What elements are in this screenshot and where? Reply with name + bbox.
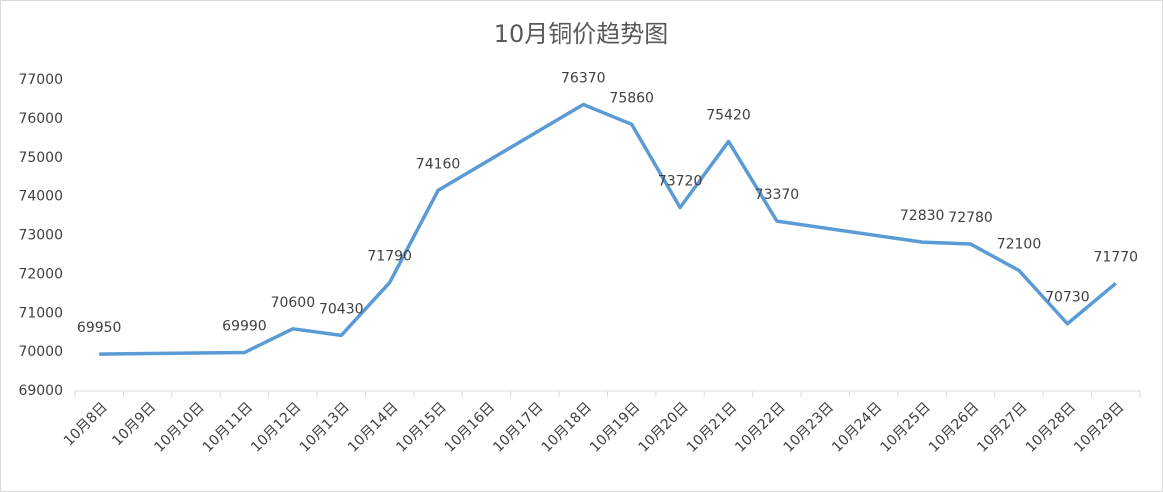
y-tick-label: 75000 xyxy=(18,150,63,166)
data-label: 69950 xyxy=(77,320,122,336)
data-label: 71790 xyxy=(367,249,412,265)
data-label: 70430 xyxy=(319,301,364,317)
data-label: 75860 xyxy=(609,90,654,106)
data-label: 70730 xyxy=(1045,290,1090,306)
y-tick-label: 73000 xyxy=(18,228,63,244)
y-tick-label: 77000 xyxy=(18,72,63,88)
y-tick-label: 70000 xyxy=(18,344,63,360)
data-label: 69990 xyxy=(222,319,267,335)
data-label: 73720 xyxy=(658,174,703,190)
y-tick-label: 74000 xyxy=(18,189,63,205)
data-label: 73370 xyxy=(755,187,800,203)
data-label: 72780 xyxy=(948,210,993,226)
data-label: 72830 xyxy=(900,208,945,224)
line xyxy=(99,102,1117,356)
data-label: 75420 xyxy=(706,107,751,123)
data-label: 70600 xyxy=(271,295,316,311)
chart-title: 10月铜价趋势图 xyxy=(494,20,669,48)
y-tick-label: 72000 xyxy=(18,266,63,282)
y-tick-label: 71000 xyxy=(18,305,63,321)
y-tick-label: 69000 xyxy=(18,383,63,399)
y-tick-label: 76000 xyxy=(18,111,63,127)
data-label: 71770 xyxy=(1094,249,1139,265)
data-label: 72100 xyxy=(997,236,1042,252)
data-label: 76370 xyxy=(561,70,606,86)
data-label: 74160 xyxy=(416,156,461,172)
